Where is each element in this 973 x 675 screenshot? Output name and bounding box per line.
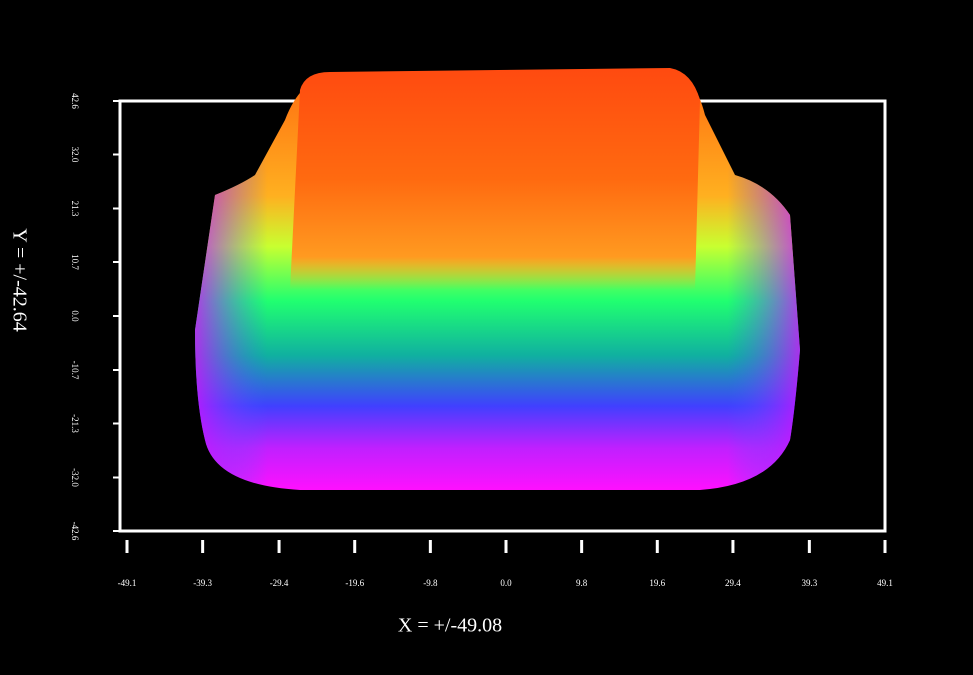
- x-tick-label: 29.4: [725, 578, 741, 588]
- x-axis-label: X = +/-49.08: [398, 615, 502, 637]
- y-tick-label: 0.0: [70, 310, 80, 322]
- x-tick-label: 39.3: [801, 578, 817, 588]
- y-tick-label: -10.7: [70, 361, 80, 380]
- x-tick-label: 9.8: [576, 578, 588, 588]
- x-tick-label: -39.3: [193, 578, 212, 588]
- y-tick-label: 42.6: [70, 93, 80, 109]
- y-tick-label: -42.6: [70, 522, 80, 541]
- y-tick-label: -32.0: [70, 468, 80, 487]
- x-tick-label: 0.0: [500, 578, 512, 588]
- x-tick-label: -49.1: [118, 578, 137, 588]
- x-tick-label: -19.6: [345, 578, 364, 588]
- y-tick-label: -21.3: [70, 414, 80, 433]
- y-tick-label: 10.7: [70, 254, 80, 270]
- x-tick-label: 19.6: [649, 578, 665, 588]
- x-tick-label: -9.8: [423, 578, 438, 588]
- x-tick-label: 49.1: [877, 578, 893, 588]
- y-axis-label: Y = +/-42.64: [8, 228, 30, 331]
- surface-plateau: [290, 68, 700, 290]
- y-tick-label: 32.0: [70, 147, 80, 163]
- y-tick-label: 21.3: [70, 201, 80, 217]
- x-tick-label: -29.4: [270, 578, 289, 588]
